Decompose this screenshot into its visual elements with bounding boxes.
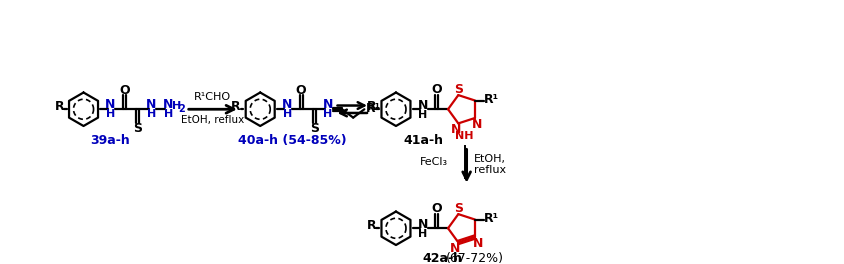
Text: S: S [310, 122, 319, 135]
Text: O: O [431, 83, 442, 96]
Text: R: R [367, 219, 376, 232]
Text: H: H [283, 109, 292, 119]
Text: N: N [106, 98, 116, 111]
Text: H: H [164, 109, 173, 119]
Text: R¹: R¹ [366, 102, 381, 115]
Text: N: N [418, 218, 428, 231]
Text: N: N [163, 98, 173, 111]
Text: NH: NH [455, 131, 473, 142]
Text: N: N [473, 237, 483, 250]
Text: H: H [147, 109, 156, 119]
Text: 42a-h: 42a-h [423, 252, 463, 264]
Text: FeCl₃: FeCl₃ [420, 157, 448, 167]
Text: H: H [419, 229, 428, 239]
Text: 39a-h: 39a-h [89, 134, 129, 147]
Text: N: N [282, 98, 292, 111]
Text: O: O [295, 84, 306, 97]
Text: S: S [454, 202, 463, 215]
Text: O: O [431, 202, 442, 215]
Text: H: H [106, 109, 115, 119]
Text: (67-72%): (67-72%) [446, 252, 504, 264]
Text: N: N [323, 98, 333, 111]
Text: R¹CHO: R¹CHO [194, 92, 231, 102]
Text: R¹: R¹ [484, 93, 500, 106]
Text: N: N [146, 98, 157, 111]
Text: 2: 2 [178, 104, 185, 114]
Text: O: O [119, 84, 130, 97]
Text: EtOH, reflux: EtOH, reflux [181, 115, 245, 125]
Text: H: H [323, 109, 333, 119]
Text: R¹: R¹ [484, 212, 500, 225]
Text: R: R [367, 100, 376, 113]
Text: N: N [451, 242, 461, 256]
Text: S: S [454, 83, 463, 96]
Text: R: R [231, 100, 241, 113]
Text: N: N [472, 118, 482, 131]
Text: N: N [452, 123, 462, 136]
Text: S: S [133, 122, 142, 135]
Text: EtOH,: EtOH, [474, 154, 506, 163]
Text: R: R [55, 100, 64, 113]
Text: 40a-h (54-85%): 40a-h (54-85%) [239, 134, 347, 147]
Text: N: N [418, 99, 428, 112]
Text: 41a-h: 41a-h [404, 134, 444, 147]
Text: H: H [172, 101, 181, 111]
Text: H: H [419, 110, 428, 120]
Text: reflux: reflux [474, 165, 506, 175]
